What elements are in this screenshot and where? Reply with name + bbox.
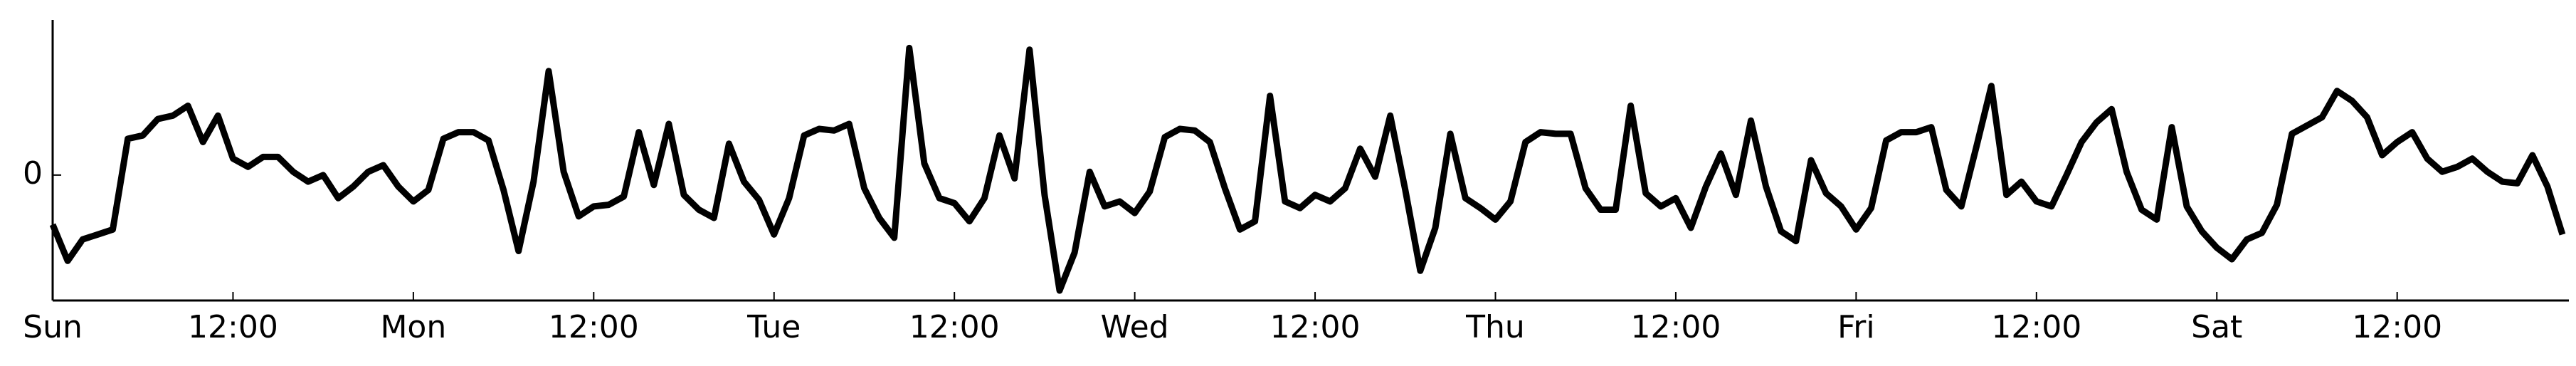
x-tick-label: Fri bbox=[1837, 309, 1874, 345]
x-tick-label: Wed bbox=[1101, 309, 1169, 345]
x-tick-label: 12:00 bbox=[909, 309, 1000, 345]
x-tick-label: 12:00 bbox=[188, 309, 278, 345]
x-tick-label: 12:00 bbox=[2352, 309, 2442, 345]
y-tick-label: 0 bbox=[23, 155, 43, 192]
x-tick-label: 12:00 bbox=[1270, 309, 1361, 345]
x-tick-label: 12:00 bbox=[549, 309, 639, 345]
x-tick-label: Tue bbox=[746, 309, 801, 345]
x-tick-label: 12:00 bbox=[1991, 309, 2081, 345]
x-tick-label: Sun bbox=[23, 309, 83, 345]
x-tick-label: Thu bbox=[1465, 309, 1525, 345]
x-tick-label: Sat bbox=[2191, 309, 2242, 345]
x-tick-label: 12:00 bbox=[1631, 309, 1721, 345]
data-line bbox=[49, 44, 2566, 294]
x-tick-label: Mon bbox=[380, 309, 446, 345]
